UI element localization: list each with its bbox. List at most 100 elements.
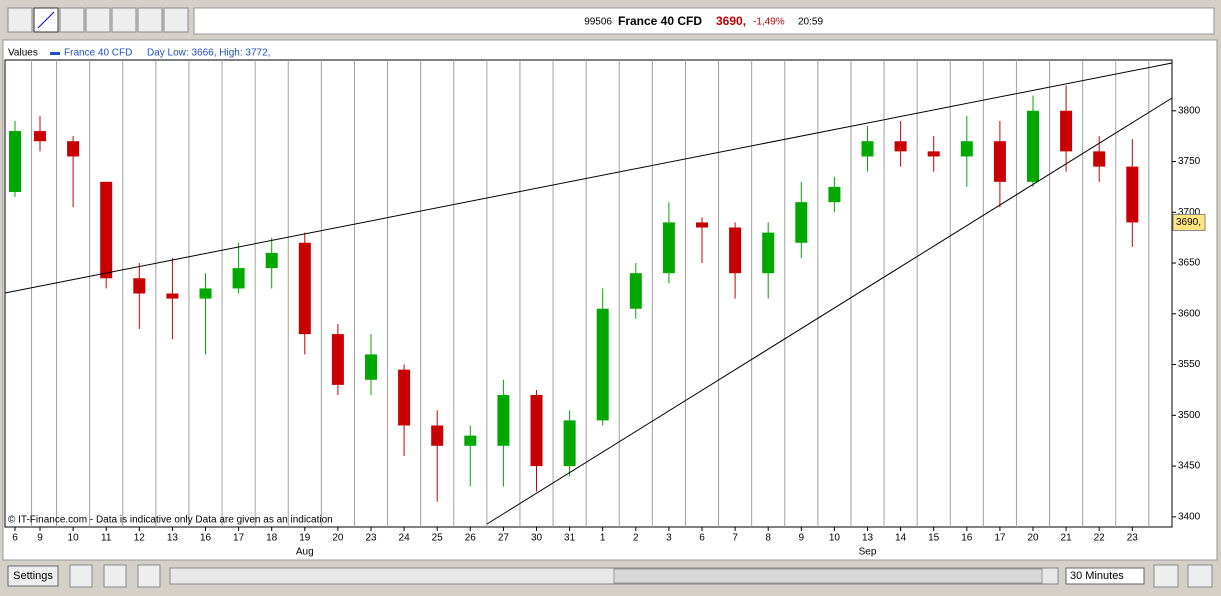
bottom-bar: Settings 30 Minutes <box>7 564 1213 588</box>
x-tick-label: 1 <box>600 533 606 544</box>
x-tick-label: 18 <box>266 533 278 544</box>
candle-body <box>894 141 907 152</box>
candle-body <box>795 202 808 243</box>
icon <box>37 11 55 29</box>
candle-body <box>1060 110 1073 152</box>
candle-body <box>1093 151 1106 167</box>
x-tick-label: 23 <box>365 533 377 544</box>
x-tick-label: 21 <box>1061 533 1073 544</box>
candle-body <box>993 141 1006 182</box>
x-tick-label: 27 <box>498 533 510 544</box>
interval-label: 30 Minutes <box>1070 570 1124 582</box>
x-tick-label: 17 <box>233 533 245 544</box>
save-button[interactable] <box>103 564 127 588</box>
interval-select[interactable] <box>1065 567 1145 585</box>
x-tick-label: 20 <box>332 533 344 544</box>
candle-body <box>298 242 311 335</box>
candle-body <box>927 151 940 157</box>
x-tick-label: 17 <box>994 533 1006 544</box>
x-tick-label: 24 <box>399 533 411 544</box>
y-tick-label: 3650 <box>1178 258 1201 269</box>
indicator-button[interactable] <box>69 564 93 588</box>
x-tick-label: 30 <box>531 533 543 544</box>
candle-body <box>662 222 675 274</box>
x-tick-label: 8 <box>765 533 771 544</box>
hline-tool[interactable] <box>59 7 85 33</box>
x-tick-label: 25 <box>432 533 444 544</box>
legend-title: Values <box>8 48 38 59</box>
y-tick-label: 3750 <box>1178 156 1201 167</box>
plot: 3400 3450 3500 3550 3600 3650 3700 3750 3800 6 9 10… <box>9 60 1206 558</box>
arrow-tool[interactable] <box>111 7 137 33</box>
candle-body <box>729 227 742 274</box>
quote-bar <box>193 7 1215 35</box>
x-tick-label: 31 <box>564 533 576 544</box>
fib-tool[interactable] <box>85 7 111 33</box>
y-tick-label: 3800 <box>1178 105 1201 116</box>
plot-area <box>4 59 1173 528</box>
x-tick-label: 2 <box>633 533 639 544</box>
channel-tool[interactable] <box>137 7 163 33</box>
candle-body <box>9 131 21 192</box>
last-price-box <box>1172 213 1206 231</box>
time: 20:59 <box>798 17 823 28</box>
print-button[interactable] <box>137 564 161 588</box>
candle-body <box>629 273 642 309</box>
candle-body <box>431 425 444 446</box>
x-tick-label: 15 <box>928 533 940 544</box>
candle-body <box>331 334 344 385</box>
y-tick-label: 3400 <box>1178 511 1201 522</box>
candle-body <box>696 222 708 228</box>
candle-body <box>67 141 80 157</box>
toolbar: 99506 France 40 CFD 3690, -1,49% 20:59 <box>7 7 1215 35</box>
y-tick-label: 3550 <box>1178 359 1201 370</box>
x-tick-label: 19 <box>299 533 311 544</box>
candle-body <box>34 131 46 142</box>
candle-body <box>365 354 377 380</box>
candle-body <box>960 141 973 157</box>
zoom-out-button[interactable] <box>1153 564 1179 588</box>
x-tick-label: 12 <box>134 533 146 544</box>
x-tick-label: 14 <box>895 533 907 544</box>
x-tick-label: 16 <box>961 533 973 544</box>
instrument: France 40 CFD <box>618 14 702 28</box>
change: -1,49% <box>753 17 785 28</box>
candle-body <box>464 435 477 446</box>
y-tick-label: 3600 <box>1178 308 1201 319</box>
x-tick-label: 7 <box>732 533 738 544</box>
candle-body <box>596 308 609 421</box>
x-tick-label: 3 <box>666 533 672 544</box>
x-tick-label: 9 <box>799 533 805 544</box>
x-tick-label: 6 <box>699 533 705 544</box>
x-tick-label: 23 <box>1127 533 1139 544</box>
settings-button[interactable] <box>7 565 59 587</box>
x-tick-label: 20 <box>1027 533 1039 544</box>
candle-body <box>166 293 179 299</box>
x-tick-label: 22 <box>1094 533 1106 544</box>
candle-body <box>1126 166 1139 223</box>
trendline <box>486 97 1173 525</box>
candle-body <box>530 395 543 467</box>
delete-tool[interactable] <box>163 7 189 33</box>
x-tick-label: 6 <box>12 533 18 544</box>
candle-body <box>100 181 113 279</box>
x-tick-label: 11 <box>101 533 112 544</box>
y-tick-label: 3450 <box>1178 461 1201 472</box>
zoom-tool[interactable] <box>7 7 33 33</box>
candle-body <box>133 278 146 294</box>
candle-body <box>398 369 411 426</box>
candle-body <box>762 232 775 274</box>
candle-body <box>232 268 245 289</box>
trendline <box>4 62 1173 294</box>
legend-entry: France 40 CFD <box>64 48 132 59</box>
scroll-thumb[interactable] <box>613 568 1043 584</box>
zoom-in-button[interactable] <box>1187 564 1213 588</box>
y-tick-label: 3500 <box>1178 410 1201 421</box>
y-tick-label: 3700 <box>1178 207 1201 218</box>
price: 3690, <box>716 14 746 28</box>
candle-body <box>563 420 576 467</box>
day-range: Day Low: 3666, High: 3772, <box>147 48 270 59</box>
candle-body <box>497 395 510 446</box>
x-tick-label: 10 <box>68 533 80 544</box>
